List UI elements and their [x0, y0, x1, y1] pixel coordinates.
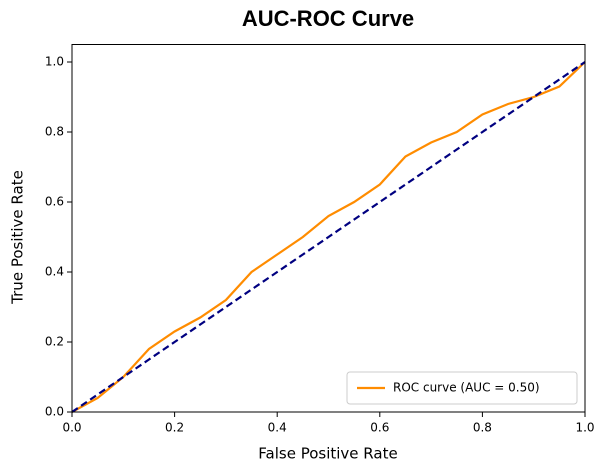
x-tick-label: 0.6	[370, 421, 389, 435]
series-line	[71, 61, 586, 413]
y-tick-label: 0.6	[45, 195, 64, 209]
legend-label: ROC curve (AUC = 0.50)	[393, 381, 540, 395]
x-tick-label: 0.0	[62, 421, 81, 435]
chart-title: AUC-ROC Curve	[242, 6, 414, 31]
series-line	[71, 61, 586, 413]
y-tick-label: 0.0	[45, 405, 64, 419]
x-tick-label: 0.4	[268, 421, 287, 435]
plot-frame	[71, 44, 586, 413]
y-axis-label: True Positive Rate	[9, 170, 27, 305]
legend-box	[346, 371, 578, 405]
y-tick-label: 0.4	[45, 265, 64, 279]
y-tick-label: 0.2	[45, 335, 64, 349]
x-tick-label: 0.8	[473, 421, 492, 435]
y-tick-label: 1.0	[45, 55, 64, 69]
x-tick-label: 0.2	[165, 421, 184, 435]
y-tick-label: 0.8	[45, 125, 64, 139]
x-axis-label: False Positive Rate	[258, 445, 397, 463]
x-tick-label: 1.0	[575, 421, 594, 435]
